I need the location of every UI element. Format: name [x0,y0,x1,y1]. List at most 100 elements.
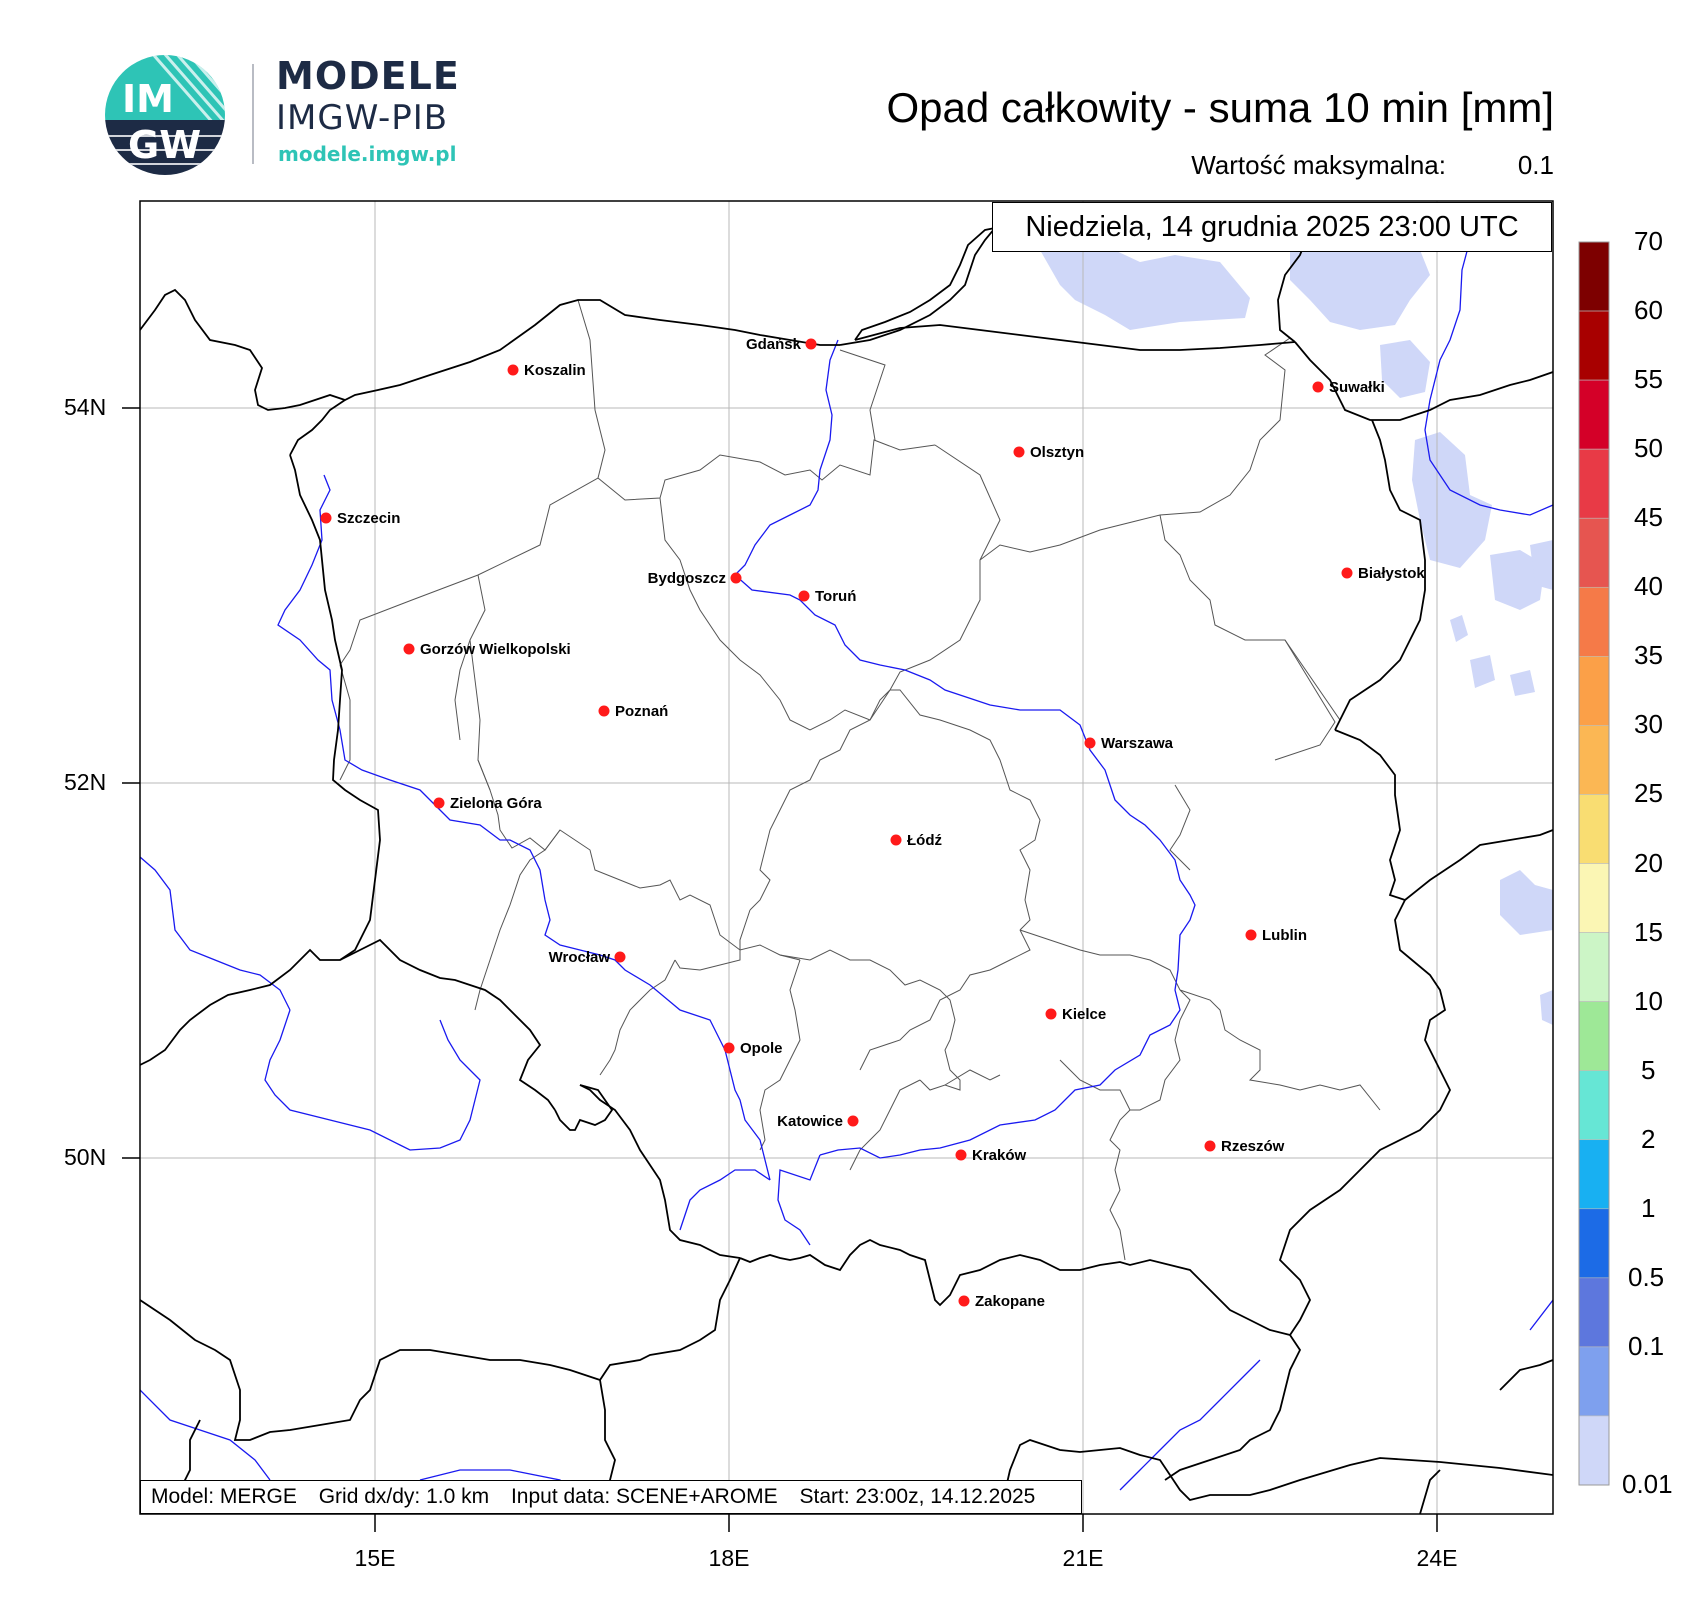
city-label: Bydgoszcz [648,570,726,587]
map-title: Opad całkowity - suma 10 min [mm] [886,84,1554,131]
colorbar [1578,241,1610,1486]
imgw-logo: IM GW MODELE IMGW-PIB modele.imgw.pl [104,52,464,182]
logo-text-bottom: GW [128,123,201,167]
colorbar-segment [1578,517,1610,588]
city-marker [958,1295,970,1307]
city-marker [723,1042,735,1054]
colorbar-level-label: 1 [1641,1192,1656,1223]
city-markers: Gdańsk Koszalin Suwałki Olsztyn Szczecin Biał… [320,336,1425,1310]
colorbar-segment [1578,863,1610,933]
city-marker [1341,567,1353,579]
city-label: Toruń [815,588,856,605]
logo-url: modele.imgw.pl [278,142,457,166]
colorbar-segment [1578,725,1610,795]
city-label: Poznań [615,703,668,720]
colorbar-segment [1578,794,1610,864]
city-label: Warszawa [1101,735,1174,752]
city-marker [507,364,519,376]
colorbar-level-label: 15 [1634,916,1663,947]
city-marker [798,590,810,602]
max-value: 0.1 [1517,150,1554,180]
colorbar-segment [1578,1001,1610,1071]
lon-label-18e: 18E [708,1545,750,1571]
colorbar-level-label: 25 [1634,778,1663,809]
colorbar-frame [1578,241,1610,1486]
model-info-bar: Model: MERGE Grid dx/dy: 1.0 km Input da… [140,1480,1082,1514]
colorbar-segment [1578,379,1610,450]
city-marker [1045,1008,1057,1020]
lat-label-52n: 52N [64,769,107,795]
colorbar-segment [1578,932,1610,1002]
city-marker [320,512,332,524]
input-data: Input data: SCENE+AROME [510,1485,778,1508]
city-marker [403,643,415,655]
city-marker [1013,446,1025,458]
colorbar-level-label: 5 [1641,1054,1656,1085]
city-marker [955,1149,967,1161]
colorbar-level-label: 20 [1634,847,1663,878]
colorbar-segment [1578,586,1610,657]
city-marker [1204,1140,1216,1152]
model-name: Model: MERGE [151,1485,297,1508]
city-label: Zielona Góra [450,795,542,812]
logo-text-top: IM [122,77,174,121]
colorbar-segment [1578,1415,1610,1486]
rivers [140,239,1553,1511]
city-label: Wrocław [549,949,611,966]
logo-divider [252,64,254,164]
imgw-logo-circle: IM GW [105,55,225,175]
colorbar-level-label: 50 [1634,433,1663,464]
city-label: Zakopane [975,1293,1045,1310]
city-label: Białystok [1358,565,1425,582]
colorbar-level-label: 60 [1634,295,1663,326]
city-marker [1312,381,1324,393]
city-label: Olsztyn [1030,444,1084,461]
lat-label-54n: 54N [64,394,107,420]
city-marker [1245,929,1257,941]
colorbar-level-label: 35 [1634,640,1663,671]
city-label: Szczecin [337,510,400,527]
colorbar-segment [1578,656,1610,726]
logo-title: MODELE [276,54,460,98]
lon-label-24e: 24E [1416,1545,1458,1571]
colorbar-level-label: 55 [1634,364,1663,395]
city-marker [598,705,610,717]
colorbar-segment [1578,241,1610,312]
lon-label-21e: 21E [1062,1545,1104,1571]
colorbar-level-label: 0.5 [1628,1261,1665,1292]
grid-resolution: Grid dx/dy: 1.0 km [318,1485,490,1508]
city-marker [805,338,817,350]
city-label: Katowice [777,1113,843,1130]
colorbar-level-label: 40 [1634,571,1663,602]
colorbar-segment [1578,1070,1610,1141]
city-label: Kielce [1062,1006,1106,1023]
city-label: Opole [740,1040,783,1057]
precip-areas [1040,248,1553,1025]
city-label: Rzeszów [1221,1138,1285,1155]
colorbar-level-label: 2 [1641,1123,1656,1154]
colorbar-segment [1578,448,1610,519]
city-marker [890,834,902,846]
lon-label-15e: 15E [354,1545,396,1571]
graticule [140,201,1553,1514]
lat-label-50n: 50N [64,1144,107,1170]
colorbar-level-label: 10 [1634,985,1663,1016]
colorbar-level-label: 45 [1634,502,1663,533]
colorbar-segment [1578,310,1610,381]
city-label: Gorzów Wielkopolski [420,641,571,658]
city-label: Kraków [972,1147,1027,1164]
city-label: Łódź [907,832,942,849]
city-marker [433,797,445,809]
colorbar-segment [1578,1277,1610,1348]
voivodeship-borders [339,299,1381,1261]
colorbar-level-label: 0.01 [1622,1469,1673,1499]
country-borders [140,208,1553,1514]
start-time: Start: 23:00z, 14.12.2025 [799,1485,1036,1508]
map-frame [139,200,1554,1515]
colorbar-segment [1578,1346,1610,1417]
max-value-label: Wartość maksymalna: [1191,150,1446,180]
city-label: Koszalin [524,362,586,379]
city-marker [847,1115,859,1127]
city-marker [1084,737,1096,749]
